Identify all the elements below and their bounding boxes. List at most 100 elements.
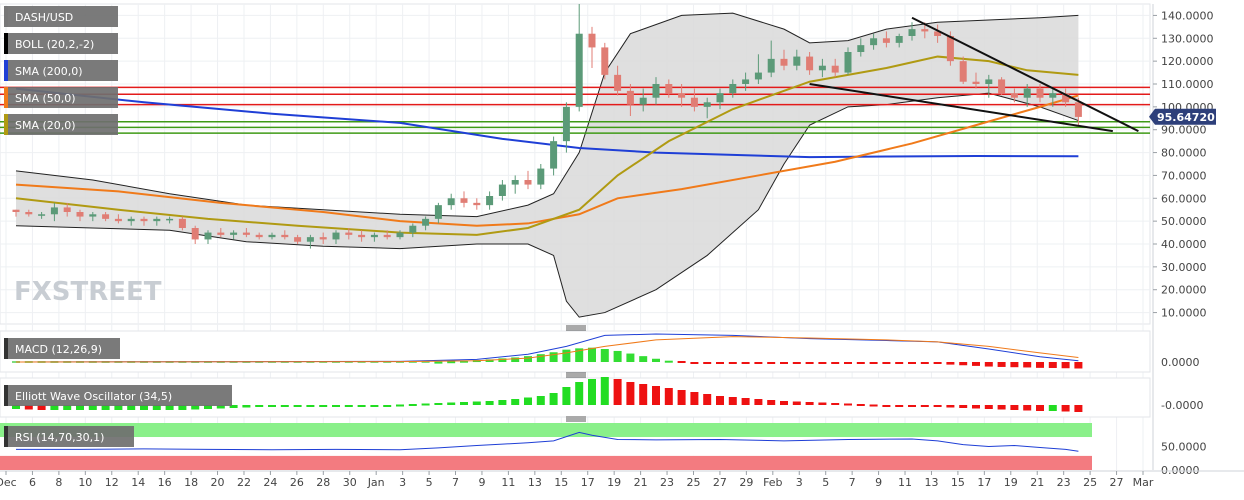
- ewo-histogram-bar: [152, 405, 161, 410]
- macd-histogram-bar: [908, 362, 916, 364]
- macd-histogram-bar: [728, 362, 737, 364]
- legend-item-boll[interactable]: BOLL (20,2,-2): [4, 33, 118, 54]
- panel-legend[interactable]: Elliott Wave Oscillator (34,5): [4, 385, 232, 406]
- candle-body: [780, 58, 788, 66]
- macd-histogram-bar: [882, 362, 891, 364]
- legend-item-sma[interactable]: SMA (200,0): [4, 60, 118, 81]
- ewo-histogram-bar: [1036, 405, 1044, 411]
- candle-body: [831, 65, 839, 73]
- legend-box[interactable]: [4, 6, 118, 27]
- macd-histogram-bar: [536, 354, 545, 362]
- macd-histogram-bar: [1048, 362, 1057, 368]
- macd-histogram-bar: [613, 350, 622, 362]
- candle-body: [370, 234, 378, 238]
- macd-histogram-bar: [1010, 362, 1019, 368]
- ewo-histogram-bar: [24, 405, 33, 410]
- time-tick-label: 11: [501, 476, 515, 489]
- time-tick-label: Feb: [763, 476, 782, 489]
- panel-resize-handle[interactable]: [566, 325, 586, 331]
- panel-legend[interactable]: MACD (12,26,9): [4, 338, 120, 359]
- legend-box[interactable]: [4, 338, 120, 359]
- candle-body: [409, 225, 417, 233]
- macd-histogram-bar: [652, 358, 660, 362]
- legend-item-sma[interactable]: SMA (20,0): [4, 114, 118, 135]
- macd-histogram-bar: [639, 356, 648, 362]
- candle-body: [217, 232, 225, 235]
- macd-line: [15, 333, 1079, 363]
- legend-label: SMA (20,0): [15, 119, 76, 132]
- macd-histogram-bar: [792, 362, 801, 364]
- legend-box[interactable]: [4, 33, 118, 54]
- ewo-histogram-bar: [549, 393, 558, 405]
- legend-box[interactable]: [4, 385, 232, 406]
- macd-histogram-bar: [524, 356, 532, 362]
- price-tick-label: 130.0000: [1161, 32, 1214, 45]
- macd-histogram-bar: [780, 362, 788, 364]
- time-tick-label: 7: [849, 476, 856, 489]
- legend-box[interactable]: [4, 114, 118, 135]
- ewo-histogram-bar: [805, 402, 814, 405]
- time-tick-label: Dec: [0, 476, 17, 489]
- candlesticks: [12, 4, 1082, 249]
- time-tick-label: 15: [554, 476, 568, 489]
- time-tick-label: 25: [1083, 476, 1097, 489]
- candle-body: [191, 228, 199, 240]
- candle-body: [844, 52, 852, 73]
- candle-body: [1023, 88, 1031, 98]
- ewo-histogram-bar: [498, 400, 507, 405]
- time-tick-label: 12: [105, 476, 119, 489]
- watermark: FXSTREET: [14, 277, 162, 307]
- macd-histogram-bar: [933, 362, 942, 364]
- ewo-histogram-bar: [792, 401, 801, 405]
- time-tick-label: 15: [951, 476, 965, 489]
- moving-averages: [15, 55, 1079, 236]
- candle-body: [1074, 102, 1082, 117]
- rsi-oversold-zone: [0, 455, 1092, 470]
- legend-label: BOLL (20,2,-2): [15, 38, 94, 51]
- candle-body: [665, 84, 673, 94]
- panel-resize-handle[interactable]: [566, 372, 586, 378]
- ewo-histogram-bar: [664, 388, 673, 405]
- time-tick-label: 17: [581, 476, 595, 489]
- time-tick-label: 14: [131, 476, 145, 489]
- legend-color-swatch: [4, 60, 8, 81]
- ewo-histogram-bar: [280, 405, 289, 407]
- macd-histogram-bar: [562, 349, 571, 362]
- macd-histogram-bar: [447, 361, 456, 364]
- candle-body: [908, 29, 916, 36]
- macd-histogram-bar: [805, 362, 814, 364]
- candle-body: [946, 36, 954, 62]
- macd-histogram-bar: [920, 362, 929, 364]
- macd-histogram-bar: [946, 362, 955, 365]
- ewo-histogram-bar: [421, 403, 430, 406]
- candle-body: [486, 196, 494, 206]
- ewo-histogram-bar: [229, 405, 238, 408]
- ewo-histogram-bar: [1023, 405, 1032, 411]
- ewo-histogram-bar: [882, 405, 891, 407]
- legend-box[interactable]: [4, 87, 118, 108]
- candle-body: [998, 79, 1006, 94]
- ewo-histogram-bar: [716, 396, 724, 405]
- trendlines: [809, 16, 1139, 133]
- trendline: [911, 16, 1139, 133]
- ewo-histogram-bar: [1010, 405, 1019, 410]
- macd-histogram-bar: [869, 362, 878, 364]
- candle-body: [703, 102, 711, 107]
- legend-item-sma[interactable]: SMA (50,0): [4, 87, 118, 108]
- candle-body: [1010, 93, 1018, 98]
- panel-legend[interactable]: RSI (14,70,30,1): [4, 426, 134, 447]
- candle-body: [818, 65, 826, 71]
- price-tick-label: 30.0000: [1161, 261, 1207, 274]
- time-tick-label: 17: [977, 476, 991, 489]
- time-tick-label: 9: [875, 476, 882, 489]
- ewo-histogram-bar: [652, 386, 660, 405]
- legend-box[interactable]: [4, 60, 118, 81]
- legend-item-dashusd[interactable]: DASH/USD: [4, 6, 118, 27]
- ewo-histogram-bar: [127, 405, 136, 410]
- panel-resize-handle[interactable]: [566, 416, 586, 422]
- ewo-histogram-bar: [434, 403, 443, 405]
- ewo-histogram-bar: [357, 405, 366, 407]
- legend-box[interactable]: [4, 426, 134, 447]
- candle-body: [281, 234, 289, 238]
- time-tick-label: 3: [399, 476, 406, 489]
